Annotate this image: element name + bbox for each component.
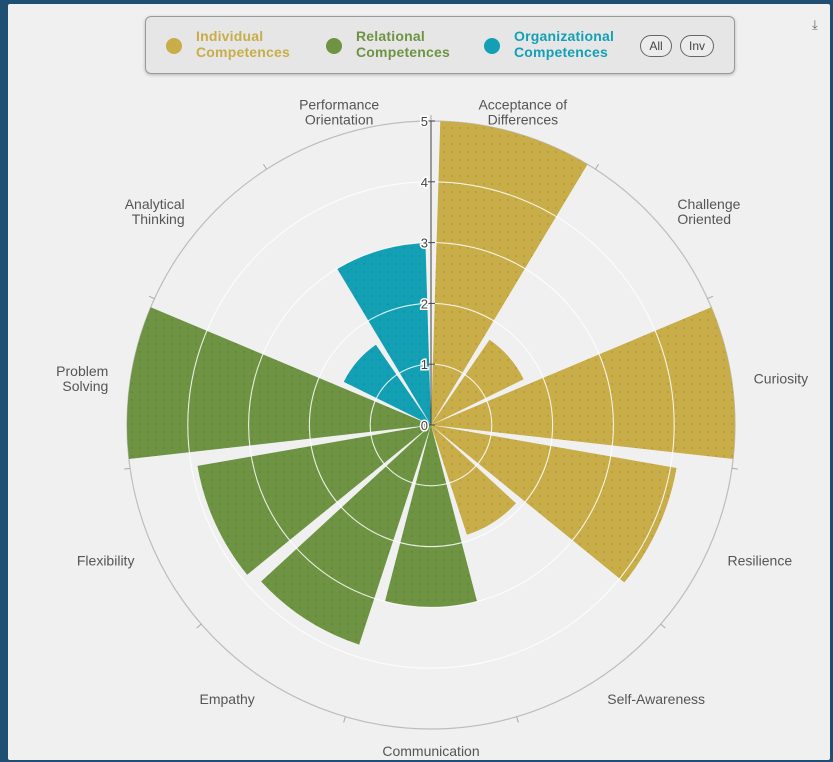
outer-tick: [731, 467, 738, 470]
category-label: Problem Solving: [56, 363, 108, 394]
category-label: Communication: [382, 743, 479, 759]
bar-texture-2: [431, 307, 735, 460]
outer-tick: [594, 163, 600, 170]
outer-tick: [124, 467, 131, 470]
bar-texture-10: [337, 242, 431, 425]
bar-texture-8: [127, 307, 431, 460]
chart-frame: 0 1 2 3 4 5 Acceptance of Differences Challenge O…: [8, 4, 830, 760]
category-label: Flexibility: [77, 552, 135, 568]
bar-texture-3: [431, 425, 677, 583]
bar-texture-1: [431, 339, 524, 425]
polar-bar-chart: 0 1 2 3 4 5 Acceptance of Differences Challenge O…: [56, 97, 808, 759]
legend-label-individual: Individual Competences: [196, 28, 291, 60]
download-icon[interactable]: ⤓: [812, 17, 818, 32]
outer-tick: [343, 716, 346, 723]
legend-marker-organizational: [484, 38, 500, 54]
radial-tick-label: 1: [421, 357, 428, 372]
bar-texture-4: [431, 425, 516, 535]
category-label: Challenge Oriented: [677, 196, 740, 227]
category-label: Self-Awareness: [607, 691, 705, 707]
radial-tick-label: 2: [421, 296, 428, 311]
radial-tick-label: 0: [421, 418, 428, 433]
bar-texture-9: [343, 344, 431, 425]
radial-tick-label: 5: [421, 114, 428, 129]
radial-tick-label: 4: [421, 175, 428, 190]
outer-tick: [262, 163, 268, 170]
bar-texture-5: [384, 425, 478, 608]
bar-texture-0: [431, 121, 588, 425]
legend-label-organizational: Organizational Competences: [514, 28, 615, 60]
legend-label-relational: Relational Competences: [356, 28, 451, 60]
outer-tick: [660, 623, 666, 629]
invert-button[interactable]: Inv: [680, 35, 714, 57]
legend: Individual Competences Relational Compet…: [145, 16, 735, 74]
outer-tick: [707, 295, 714, 300]
outer-tick: [148, 295, 155, 300]
category-label: Curiosity: [754, 371, 808, 387]
outer-tick: [516, 716, 519, 723]
category-label: Empathy: [200, 691, 255, 707]
bar-texture-7: [197, 425, 431, 575]
category-label: Analytical Thinking: [125, 196, 185, 227]
legend-marker-individual: [166, 38, 182, 54]
category-label: Performance Orientation: [299, 97, 379, 128]
outer-tick: [196, 623, 202, 629]
bar-texture-6: [261, 425, 431, 645]
legend-marker-relational: [326, 38, 342, 54]
all-button[interactable]: All: [640, 35, 672, 57]
category-label: Resilience: [728, 552, 793, 568]
category-label: Acceptance of Differences: [478, 97, 567, 128]
radial-tick-label: 3: [421, 236, 428, 251]
